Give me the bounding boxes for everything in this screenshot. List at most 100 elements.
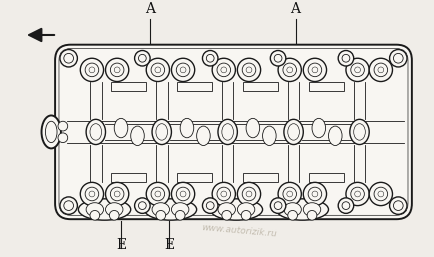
Text: www.autorizik.ru: www.autorizik.ru <box>201 223 277 238</box>
Circle shape <box>222 210 232 220</box>
Circle shape <box>180 191 186 197</box>
Circle shape <box>217 187 230 201</box>
Ellipse shape <box>284 119 303 144</box>
Circle shape <box>64 201 73 210</box>
Circle shape <box>237 182 261 206</box>
Circle shape <box>146 58 170 81</box>
Circle shape <box>156 210 166 220</box>
Circle shape <box>58 133 68 143</box>
Circle shape <box>171 58 195 81</box>
Bar <box>112 173 146 182</box>
Circle shape <box>342 202 350 209</box>
Ellipse shape <box>79 199 131 220</box>
Circle shape <box>89 191 95 197</box>
Circle shape <box>378 67 384 73</box>
Circle shape <box>394 53 403 63</box>
Circle shape <box>180 67 186 73</box>
Bar <box>309 81 344 91</box>
Circle shape <box>155 67 161 73</box>
Circle shape <box>312 67 318 73</box>
Circle shape <box>212 182 235 206</box>
Circle shape <box>278 182 301 206</box>
Circle shape <box>237 58 261 81</box>
Circle shape <box>171 182 195 206</box>
Ellipse shape <box>263 126 276 145</box>
Circle shape <box>110 187 124 201</box>
Circle shape <box>369 182 392 206</box>
Circle shape <box>176 187 190 201</box>
Circle shape <box>89 67 95 73</box>
Circle shape <box>60 50 77 67</box>
Circle shape <box>374 187 388 201</box>
Circle shape <box>221 67 227 73</box>
Ellipse shape <box>210 199 263 220</box>
Circle shape <box>242 63 256 77</box>
Circle shape <box>151 187 164 201</box>
Ellipse shape <box>171 203 189 216</box>
Circle shape <box>378 191 384 197</box>
Circle shape <box>303 58 326 81</box>
Ellipse shape <box>114 118 128 138</box>
Ellipse shape <box>312 118 326 138</box>
Bar <box>177 173 212 182</box>
Circle shape <box>270 198 286 213</box>
Ellipse shape <box>105 203 123 216</box>
Circle shape <box>242 187 256 201</box>
Ellipse shape <box>86 119 105 144</box>
Ellipse shape <box>222 124 233 140</box>
Circle shape <box>110 63 124 77</box>
Ellipse shape <box>144 199 197 220</box>
Circle shape <box>90 210 100 220</box>
Circle shape <box>303 182 326 206</box>
Circle shape <box>312 191 318 197</box>
Circle shape <box>283 63 296 77</box>
Circle shape <box>283 187 296 201</box>
Circle shape <box>351 63 365 77</box>
Ellipse shape <box>284 203 301 216</box>
Ellipse shape <box>246 118 260 138</box>
Circle shape <box>246 191 252 197</box>
Ellipse shape <box>218 119 237 144</box>
Circle shape <box>105 182 129 206</box>
Ellipse shape <box>276 199 329 220</box>
Circle shape <box>114 191 120 197</box>
Bar <box>112 81 146 91</box>
Circle shape <box>394 201 403 210</box>
Circle shape <box>206 202 214 209</box>
Bar <box>243 81 278 91</box>
Text: A: A <box>290 2 300 16</box>
Circle shape <box>175 210 185 220</box>
Circle shape <box>212 58 235 81</box>
Ellipse shape <box>197 126 210 145</box>
Circle shape <box>274 54 282 62</box>
Ellipse shape <box>329 126 342 145</box>
Circle shape <box>202 50 218 66</box>
Circle shape <box>287 191 293 197</box>
Circle shape <box>60 197 77 214</box>
Circle shape <box>346 182 369 206</box>
Circle shape <box>369 58 392 81</box>
Circle shape <box>390 50 407 67</box>
Circle shape <box>135 198 150 213</box>
Circle shape <box>58 121 68 131</box>
Circle shape <box>80 58 104 81</box>
Circle shape <box>308 187 322 201</box>
Circle shape <box>287 67 293 73</box>
Circle shape <box>202 198 218 213</box>
Ellipse shape <box>152 119 171 144</box>
Circle shape <box>346 58 369 81</box>
Ellipse shape <box>218 203 235 216</box>
FancyBboxPatch shape <box>55 45 412 219</box>
Circle shape <box>308 63 322 77</box>
Ellipse shape <box>303 203 321 216</box>
Circle shape <box>138 54 146 62</box>
Circle shape <box>390 197 407 214</box>
Circle shape <box>351 187 365 201</box>
Circle shape <box>374 63 388 77</box>
Ellipse shape <box>180 118 194 138</box>
Circle shape <box>155 191 161 197</box>
Circle shape <box>105 58 129 81</box>
Circle shape <box>85 187 99 201</box>
Circle shape <box>288 210 297 220</box>
Text: A: A <box>145 2 155 16</box>
